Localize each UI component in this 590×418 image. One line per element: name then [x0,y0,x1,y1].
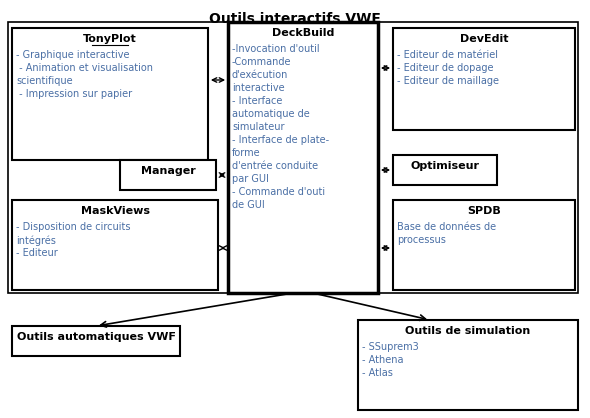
Text: Base de données de: Base de données de [397,222,496,232]
Text: - Editeur de dopage: - Editeur de dopage [397,63,493,73]
Text: - Disposition de circuits: - Disposition de circuits [16,222,130,232]
Text: d'entrée conduite: d'entrée conduite [232,161,318,171]
Text: - Athena: - Athena [362,355,404,365]
Text: - Commande d'outi: - Commande d'outi [232,187,325,197]
Bar [12,28,208,160]
Text: d'exécution: d'exécution [232,70,289,80]
Text: - Interface de plate-: - Interface de plate- [232,135,329,145]
Text: processus: processus [397,235,446,245]
Text: - Editeur: - Editeur [16,248,58,258]
Text: simulateur: simulateur [232,122,284,132]
Bar [228,22,378,293]
Text: DevEdit: DevEdit [460,34,508,44]
Bar [393,155,497,185]
Bar [358,320,578,410]
Text: Outils automatiques VWF: Outils automatiques VWF [17,332,175,342]
Text: - SSuprem3: - SSuprem3 [362,342,419,352]
Text: Outils interactifs VWF: Outils interactifs VWF [209,12,381,26]
Bar [393,200,575,290]
Text: TonyPlot: TonyPlot [83,34,137,44]
Text: intégrés: intégrés [16,235,56,245]
Text: Optimiseur: Optimiseur [411,161,480,171]
Text: - Editeur de maillage: - Editeur de maillage [397,76,499,86]
Text: interactive: interactive [232,83,284,93]
Text: Manager: Manager [140,166,195,176]
Text: Outils de simulation: Outils de simulation [405,326,530,336]
Text: forme: forme [232,148,261,158]
Text: -Invocation d'outil: -Invocation d'outil [232,44,320,54]
Text: DeckBuild: DeckBuild [272,28,334,38]
Text: de GUI: de GUI [232,200,265,210]
Text: - Animation et visualisation: - Animation et visualisation [16,63,153,73]
Text: MaskViews: MaskViews [80,206,149,216]
Bar [12,326,180,356]
Text: SPDB: SPDB [467,206,501,216]
Text: - Interface: - Interface [232,96,283,106]
Text: -Commande: -Commande [232,57,291,67]
Text: - Atlas: - Atlas [362,368,393,378]
Text: scientifique: scientifique [16,76,73,86]
Bar [393,28,575,130]
Bar [120,160,216,190]
Text: par GUI: par GUI [232,174,269,184]
Text: - Editeur de matériel: - Editeur de matériel [397,50,498,60]
Bar [12,200,218,290]
Text: - Impression sur papier: - Impression sur papier [16,89,132,99]
Bar [8,22,578,293]
Text: - Graphique interactive: - Graphique interactive [16,50,129,60]
Text: automatique de: automatique de [232,109,310,119]
